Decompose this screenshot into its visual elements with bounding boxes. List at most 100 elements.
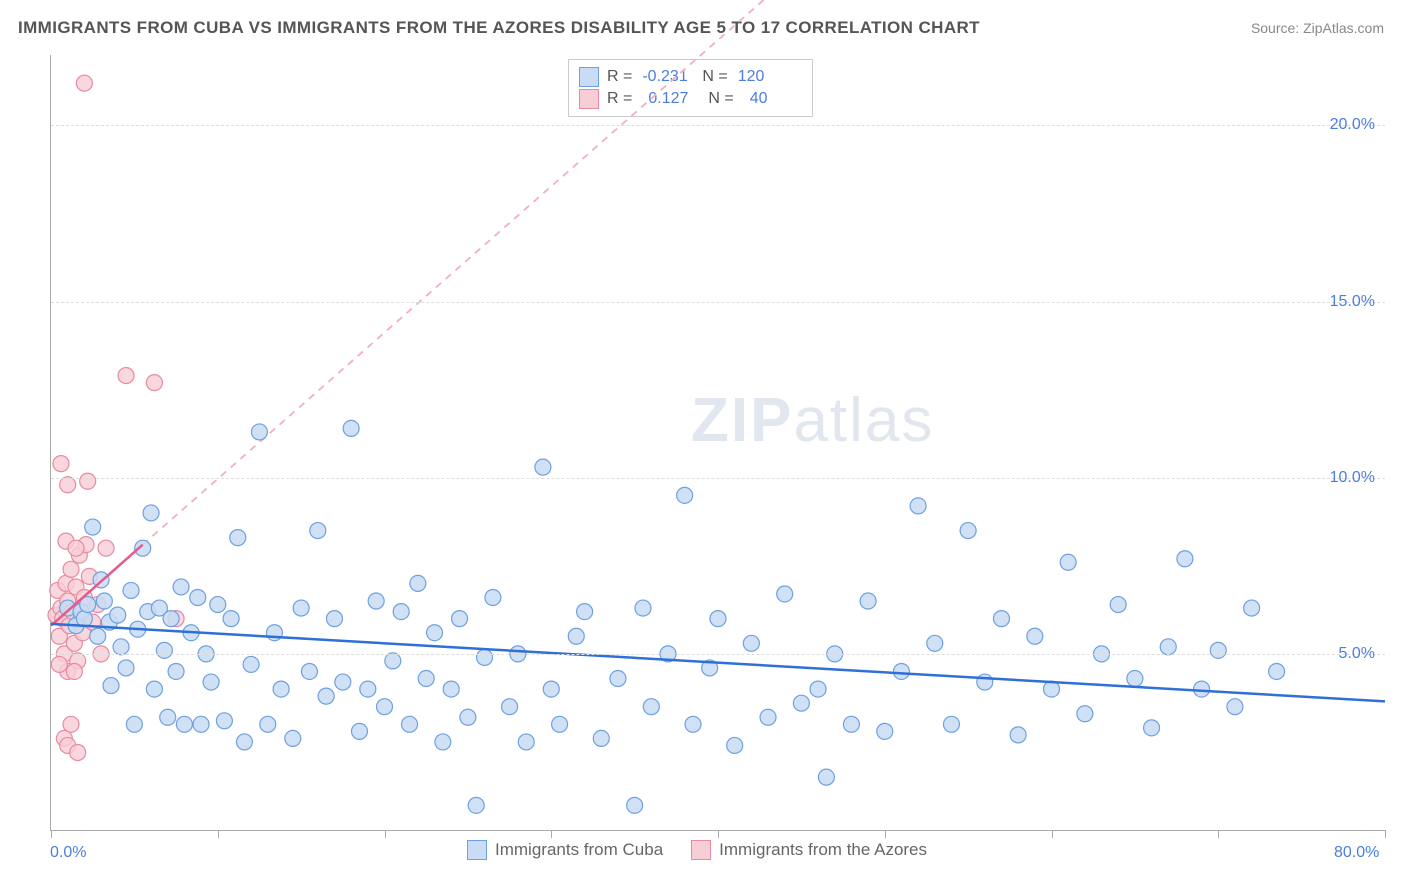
trend-line	[143, 0, 802, 545]
scatter-point	[443, 681, 459, 697]
gridline	[51, 478, 1385, 479]
scatter-point	[63, 561, 79, 577]
scatter-point	[1144, 720, 1160, 736]
scatter-point	[1244, 600, 1260, 616]
scatter-point	[427, 625, 443, 641]
scatter-point	[843, 716, 859, 732]
scatter-point	[1010, 727, 1026, 743]
scatter-point	[326, 611, 342, 627]
scatter-point	[160, 709, 176, 725]
scatter-point	[368, 593, 384, 609]
x-tick	[385, 830, 386, 838]
scatter-point	[960, 523, 976, 539]
scatter-point	[118, 368, 134, 384]
scatter-point	[216, 713, 232, 729]
scatter-point	[435, 734, 451, 750]
scatter-point	[1127, 671, 1143, 687]
scatter-point	[377, 699, 393, 715]
scatter-point	[1110, 597, 1126, 613]
scatter-point	[877, 723, 893, 739]
scatter-point	[535, 459, 551, 475]
source-label: Source: ZipAtlas.com	[1251, 20, 1384, 36]
scatter-point	[977, 674, 993, 690]
scatter-point	[63, 716, 79, 732]
scatter-point	[727, 737, 743, 753]
scatter-point	[860, 593, 876, 609]
scatter-point	[1227, 699, 1243, 715]
scatter-point	[273, 681, 289, 697]
scatter-point	[146, 375, 162, 391]
scatter-point	[402, 716, 418, 732]
scatter-point	[910, 498, 926, 514]
scatter-point	[236, 734, 252, 750]
scatter-point	[251, 424, 267, 440]
scatter-point	[543, 681, 559, 697]
scatter-point	[485, 590, 501, 606]
scatter-point	[1210, 642, 1226, 658]
legend-item-cuba: Immigrants from Cuba	[467, 840, 663, 860]
scatter-point	[190, 590, 206, 606]
gridline	[51, 125, 1385, 126]
scatter-point	[70, 745, 86, 761]
scatter-point	[927, 635, 943, 651]
scatter-point	[393, 604, 409, 620]
swatch-cuba-icon	[467, 840, 487, 860]
scatter-point	[1027, 628, 1043, 644]
scatter-point	[385, 653, 401, 669]
scatter-point	[1194, 681, 1210, 697]
scatter-point	[260, 716, 276, 732]
legend-item-azores: Immigrants from the Azores	[691, 840, 927, 860]
legend-label-azores: Immigrants from the Azores	[719, 840, 927, 860]
x-axis-min-label: 0.0%	[50, 844, 86, 862]
scatter-point	[103, 678, 119, 694]
scatter-point	[90, 628, 106, 644]
x-tick	[1218, 830, 1219, 838]
scatter-point	[318, 688, 334, 704]
scatter-point	[452, 611, 468, 627]
scatter-point	[210, 597, 226, 613]
scatter-point	[685, 716, 701, 732]
x-tick	[1385, 830, 1386, 838]
scatter-point	[126, 716, 142, 732]
scatter-point	[203, 674, 219, 690]
scatter-point	[293, 600, 309, 616]
scatter-point	[98, 540, 114, 556]
scatter-point	[143, 505, 159, 521]
scatter-point	[360, 681, 376, 697]
x-axis-max-label: 80.0%	[1334, 844, 1379, 862]
scatter-point	[418, 671, 434, 687]
scatter-point	[335, 674, 351, 690]
scatter-point	[1060, 554, 1076, 570]
x-tick	[218, 830, 219, 838]
scatter-point	[1077, 706, 1093, 722]
scatter-point	[85, 519, 101, 535]
x-tick	[51, 830, 52, 838]
scatter-point	[568, 628, 584, 644]
scatter-point	[80, 473, 96, 489]
scatter-point	[146, 681, 162, 697]
scatter-point	[230, 530, 246, 546]
scatter-point	[51, 656, 67, 672]
y-tick-label: 10.0%	[1330, 469, 1375, 487]
scatter-point	[123, 582, 139, 598]
scatter-point	[518, 734, 534, 750]
scatter-point	[285, 730, 301, 746]
scatter-point	[243, 656, 259, 672]
scatter-point	[468, 797, 484, 813]
scatter-point	[310, 523, 326, 539]
scatter-point	[76, 611, 92, 627]
scatter-plot-area: ZIPatlas R = -0.231 N = 120 R = 0.127 N …	[50, 55, 1385, 831]
scatter-point	[710, 611, 726, 627]
scatter-point	[110, 607, 126, 623]
scatter-point	[635, 600, 651, 616]
scatter-point	[1160, 639, 1176, 655]
scatter-point	[118, 660, 134, 676]
scatter-point	[156, 642, 172, 658]
scatter-point	[993, 611, 1009, 627]
x-tick	[551, 830, 552, 838]
scatter-point	[793, 695, 809, 711]
scatter-point	[943, 716, 959, 732]
scatter-point	[593, 730, 609, 746]
scatter-point	[163, 611, 179, 627]
scatter-point	[173, 579, 189, 595]
